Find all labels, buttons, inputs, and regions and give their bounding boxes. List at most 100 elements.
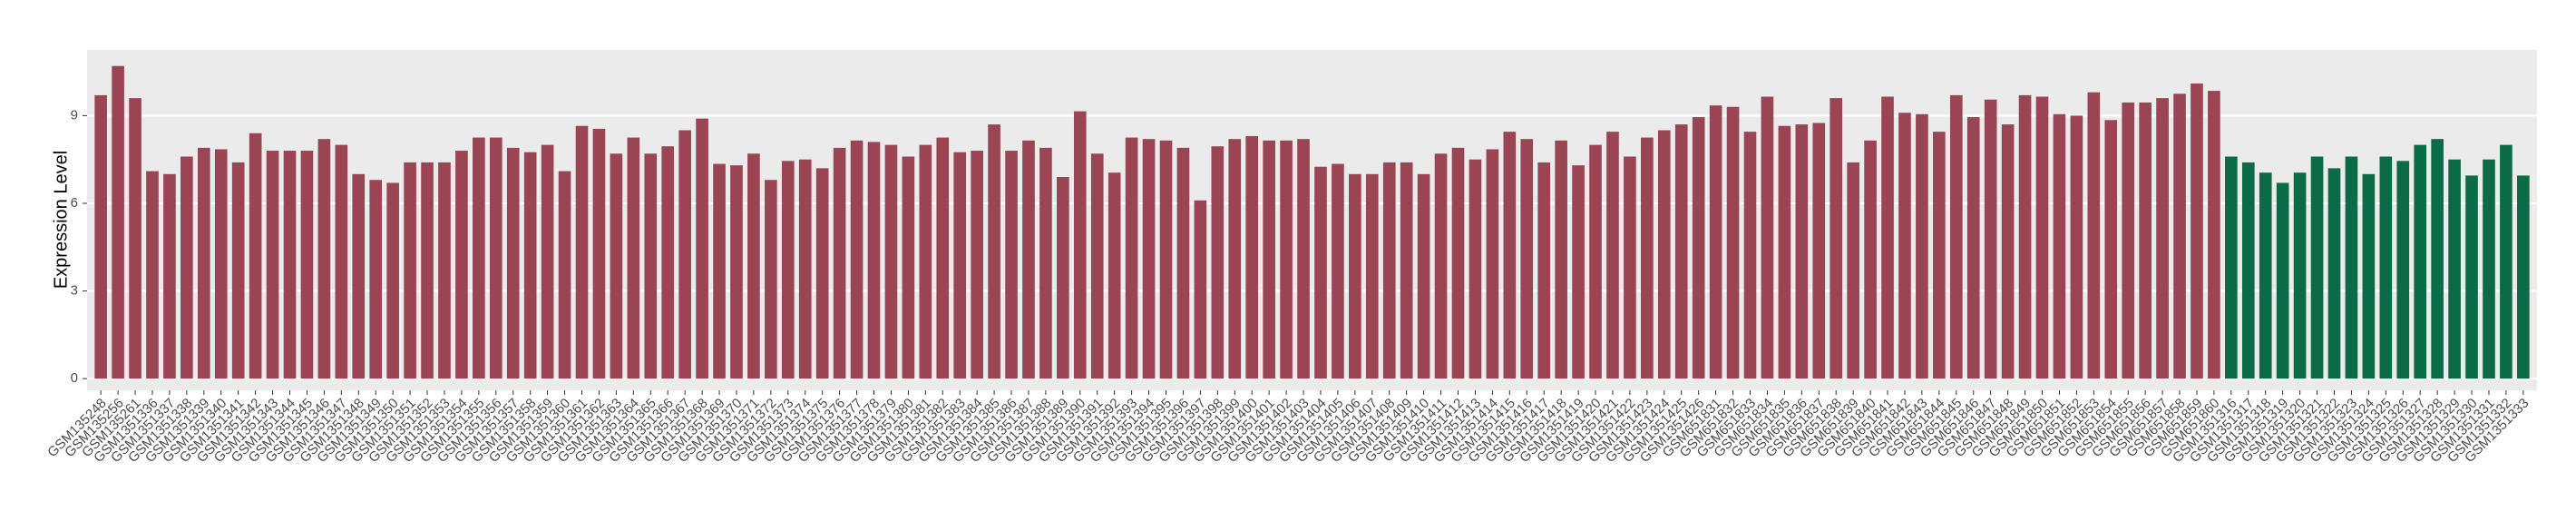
bar bbox=[2156, 98, 2169, 379]
y-tick-label: 3 bbox=[71, 283, 78, 299]
bar bbox=[1624, 156, 1636, 379]
bar bbox=[2414, 144, 2427, 379]
bar bbox=[249, 133, 262, 379]
bar bbox=[867, 142, 881, 379]
bar bbox=[2259, 172, 2272, 379]
bar bbox=[231, 162, 245, 379]
bar bbox=[2517, 175, 2530, 379]
bar bbox=[523, 152, 537, 379]
bar bbox=[1606, 132, 1619, 379]
bar bbox=[610, 153, 623, 379]
bar bbox=[1176, 147, 1190, 379]
bar bbox=[1555, 140, 1567, 379]
bar bbox=[713, 163, 726, 379]
bar bbox=[1898, 113, 1911, 379]
bar bbox=[1641, 137, 1654, 379]
bar bbox=[1778, 125, 1791, 379]
bar bbox=[730, 165, 743, 379]
bar bbox=[2310, 156, 2324, 379]
bar bbox=[2396, 161, 2410, 379]
bar bbox=[2241, 162, 2255, 379]
bar bbox=[1107, 172, 1121, 379]
bar bbox=[1966, 117, 1980, 379]
bar bbox=[1847, 162, 1859, 379]
bar bbox=[214, 149, 228, 379]
bar bbox=[1039, 147, 1052, 379]
bar bbox=[455, 151, 468, 379]
bar bbox=[489, 137, 503, 379]
bar bbox=[1795, 124, 1809, 379]
bar bbox=[592, 128, 606, 379]
bar bbox=[798, 159, 812, 379]
y-axis-label: Expression Level bbox=[51, 151, 71, 289]
plot-panel bbox=[87, 50, 2537, 390]
bar bbox=[1949, 94, 1963, 379]
bar bbox=[1022, 140, 1035, 379]
bar bbox=[317, 139, 331, 379]
bar bbox=[1743, 132, 1757, 379]
bar bbox=[1400, 162, 1413, 379]
bar bbox=[197, 147, 210, 379]
bar bbox=[94, 94, 107, 379]
bar bbox=[1881, 96, 1894, 379]
bar bbox=[1159, 140, 1173, 379]
bar bbox=[2465, 175, 2478, 379]
bar bbox=[1674, 124, 1688, 379]
bar bbox=[902, 156, 915, 379]
bar bbox=[936, 137, 950, 379]
bar bbox=[2362, 173, 2376, 379]
bar bbox=[1486, 149, 1499, 379]
bar bbox=[850, 140, 864, 379]
bar bbox=[181, 156, 193, 379]
bar bbox=[2431, 139, 2444, 379]
bar bbox=[369, 180, 383, 379]
bar bbox=[971, 151, 983, 379]
bar bbox=[1142, 139, 1156, 379]
bar bbox=[2208, 91, 2220, 379]
bar bbox=[1228, 139, 1242, 379]
bar bbox=[438, 162, 451, 379]
bar bbox=[1314, 166, 1327, 379]
bar bbox=[1332, 163, 1344, 379]
bar bbox=[696, 118, 708, 379]
bar bbox=[2173, 93, 2186, 379]
bar bbox=[2018, 94, 2032, 379]
bar bbox=[1005, 151, 1018, 379]
bar bbox=[1984, 99, 1997, 379]
bar bbox=[1761, 96, 1774, 379]
bar bbox=[335, 144, 348, 379]
bar bbox=[2087, 92, 2101, 379]
bar bbox=[1572, 165, 1585, 379]
bar bbox=[1709, 105, 1722, 379]
bar bbox=[575, 125, 589, 379]
bar bbox=[129, 98, 141, 379]
bar bbox=[2293, 172, 2307, 379]
bar bbox=[988, 124, 1000, 379]
bar bbox=[1125, 137, 1138, 379]
bar bbox=[1520, 139, 1534, 379]
bar bbox=[1812, 123, 1826, 379]
bar bbox=[1365, 173, 1379, 379]
bar bbox=[1726, 106, 1740, 379]
bar bbox=[283, 151, 297, 379]
bar bbox=[1830, 98, 1843, 379]
bar bbox=[404, 162, 416, 379]
bar bbox=[2191, 84, 2203, 379]
bar bbox=[765, 180, 777, 379]
bar bbox=[2122, 102, 2135, 379]
bar bbox=[1297, 139, 1310, 379]
bar bbox=[558, 171, 571, 379]
bar bbox=[2053, 113, 2066, 379]
bar bbox=[1503, 132, 1517, 379]
bar bbox=[266, 151, 279, 379]
bar bbox=[678, 130, 691, 379]
y-tick-label: 6 bbox=[71, 195, 78, 211]
bar bbox=[2035, 96, 2049, 379]
bar bbox=[2379, 156, 2393, 379]
bar bbox=[146, 171, 159, 379]
bar bbox=[1864, 140, 1877, 379]
bar bbox=[661, 146, 675, 379]
bar bbox=[1280, 140, 1293, 379]
bar bbox=[1692, 117, 1705, 379]
